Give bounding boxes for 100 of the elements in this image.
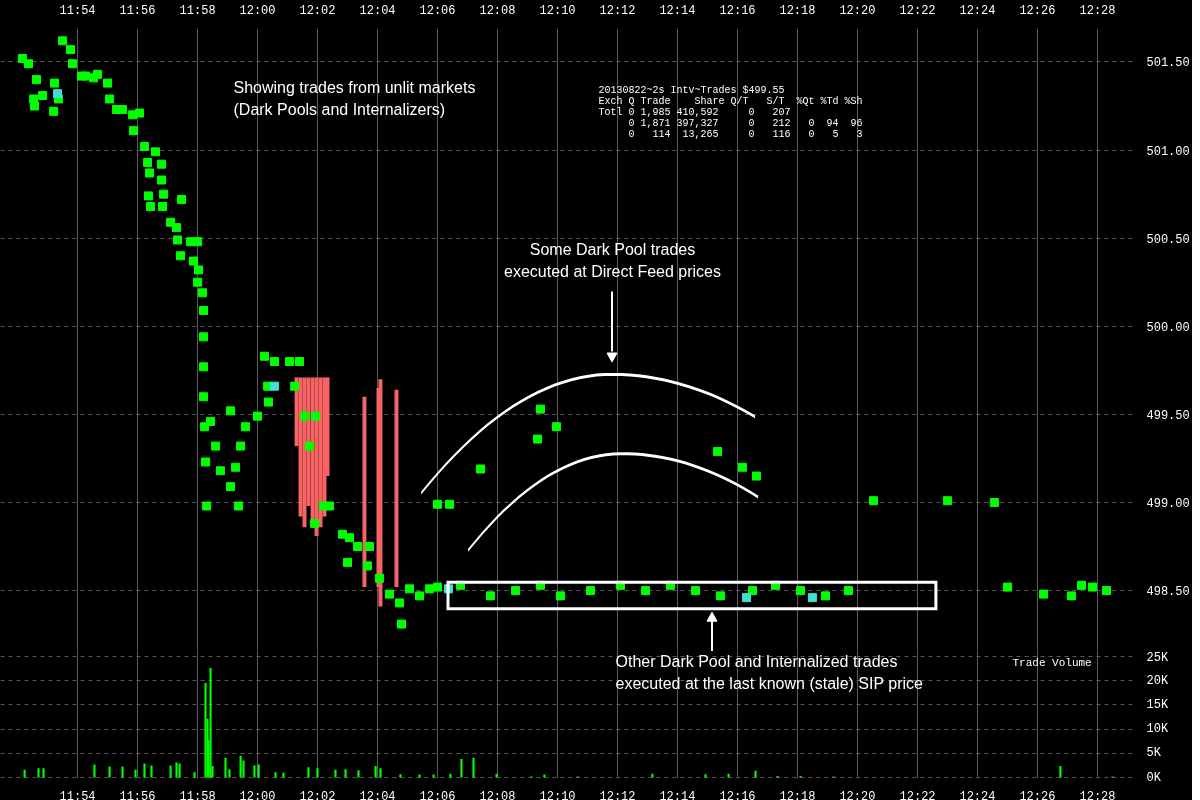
bar xyxy=(307,767,310,778)
bar xyxy=(178,763,181,778)
bar xyxy=(495,773,498,778)
x-tick-label: 12:08 xyxy=(479,3,516,18)
y-tick-label: 499.50 xyxy=(1146,408,1190,423)
y-tick-label: 25K xyxy=(1146,650,1169,665)
y-tick-label: 20K xyxy=(1146,673,1169,688)
x-tick-label: 11:56 xyxy=(119,3,156,18)
x-tick-label: 12:00 xyxy=(239,789,276,800)
x-tick-label: 12:14 xyxy=(659,3,696,18)
x-tick-label: 12:06 xyxy=(419,789,456,800)
bar xyxy=(651,773,654,778)
bar xyxy=(316,768,319,778)
bar xyxy=(1059,765,1062,778)
bar xyxy=(93,764,96,778)
bar xyxy=(379,768,382,778)
point xyxy=(53,89,63,99)
x-tick-label: 12:18 xyxy=(779,789,816,800)
bar xyxy=(193,772,196,778)
bar xyxy=(108,766,111,778)
annotation: 0 1,871 397,327 0 212 0 94 96 xyxy=(628,117,863,129)
y-tick-label: 500.50 xyxy=(1146,232,1190,247)
x-tick-label: 12:22 xyxy=(899,789,936,800)
bar xyxy=(418,774,421,778)
x-tick-label: 11:58 xyxy=(179,789,216,800)
x-tick-label: 12:16 xyxy=(719,789,756,800)
x-tick-label: 12:20 xyxy=(839,789,876,800)
point xyxy=(269,381,279,391)
x-tick-label: 12:24 xyxy=(959,789,996,800)
x-tick-label: 12:14 xyxy=(659,789,696,800)
annotation: Showing trades from unlit markets (Dark Pools and Internalizers) xyxy=(233,78,476,118)
annotation: Totl 0 1,985 410,592 0 207 xyxy=(598,106,791,118)
x-tick-label: 12:28 xyxy=(1079,789,1116,800)
bar xyxy=(42,768,45,778)
bar xyxy=(257,764,260,778)
annotation: Exch Q Trade Share Q/T S/T %Qt %Td %Sh xyxy=(598,95,863,107)
x-tick-label: 11:56 xyxy=(119,789,156,800)
y-tick-label: 5K xyxy=(1146,746,1162,761)
x-tick-label: 12:06 xyxy=(419,3,456,18)
bar xyxy=(754,770,757,778)
x-tick-label: 12:24 xyxy=(959,3,996,18)
annotation: 0 114 13,265 0 116 0 5 3 xyxy=(628,128,863,140)
x-tick-label: 12:26 xyxy=(1019,3,1056,18)
x-tick-label: 12:12 xyxy=(599,3,636,18)
x-tick-label: 12:16 xyxy=(719,3,756,18)
bar xyxy=(37,768,40,778)
bar xyxy=(374,765,377,778)
y-axis-title: Trade Volume xyxy=(1012,656,1092,669)
x-tick-label: 12:08 xyxy=(479,789,516,800)
bar xyxy=(274,772,277,778)
bar xyxy=(175,762,178,778)
bar xyxy=(344,769,347,778)
x-tick-label: 12:26 xyxy=(1019,789,1056,800)
bar xyxy=(143,763,146,778)
point xyxy=(742,593,752,603)
x-tick-label: 12:00 xyxy=(239,3,276,18)
x-tick-label: 12:10 xyxy=(539,3,576,18)
y-tick-label: 499.00 xyxy=(1146,496,1190,511)
bar xyxy=(239,755,242,778)
x-tick-label: 11:54 xyxy=(59,789,96,800)
y-tick-label: 501.00 xyxy=(1146,144,1190,159)
bar xyxy=(253,765,256,778)
y-tick-label: 498.50 xyxy=(1146,585,1190,600)
bar xyxy=(399,774,402,778)
bar xyxy=(121,766,124,778)
x-tick-label: 12:22 xyxy=(899,3,936,18)
x-tick-label: 12:10 xyxy=(539,789,576,800)
bar xyxy=(432,774,435,778)
x-tick-label: 12:18 xyxy=(779,3,816,18)
x-tick-label: 12:02 xyxy=(299,789,336,800)
annotation: Some Dark Pool trades executed at Direct Feed prices xyxy=(504,240,721,280)
bar xyxy=(134,769,137,778)
y-tick-label: 0K xyxy=(1146,770,1162,785)
bar xyxy=(282,772,285,778)
y-tick-label: 500.00 xyxy=(1146,320,1190,335)
bar xyxy=(150,765,153,778)
y-tick-label: 10K xyxy=(1146,722,1169,737)
bar xyxy=(727,773,730,778)
bar xyxy=(334,769,337,778)
x-tick-label: 12:28 xyxy=(1079,3,1116,18)
bar xyxy=(543,774,546,778)
bar xyxy=(242,760,245,778)
y-tick-label: 501.50 xyxy=(1146,56,1190,71)
bar xyxy=(23,769,26,778)
bar xyxy=(224,757,227,778)
x-tick-label: 12:02 xyxy=(299,3,336,18)
annotation: 20130822~2s Intv~Trades $499.55 xyxy=(598,84,785,96)
bar xyxy=(357,770,360,778)
x-tick-label: 12:04 xyxy=(359,3,396,18)
bar xyxy=(204,682,207,778)
bar xyxy=(472,757,475,778)
bar xyxy=(460,759,463,778)
bar xyxy=(449,773,452,778)
y-tick-label: 15K xyxy=(1146,697,1169,712)
bar xyxy=(209,667,212,778)
annotation: Other Dark Pool and Internalized trades executed at the last known (stale) SIP price xyxy=(615,652,924,692)
bar xyxy=(704,774,707,778)
x-tick-label: 12:12 xyxy=(599,789,636,800)
x-tick-label: 12:20 xyxy=(839,3,876,18)
bar xyxy=(169,765,172,778)
